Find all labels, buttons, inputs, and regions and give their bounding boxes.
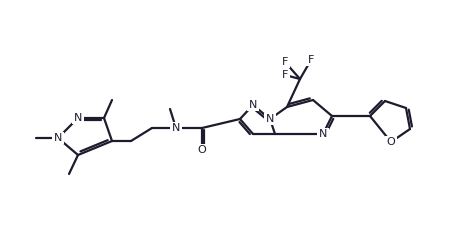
- Text: N: N: [266, 114, 274, 124]
- Text: N: N: [249, 100, 257, 110]
- Text: O: O: [198, 145, 207, 155]
- Text: F: F: [308, 55, 314, 65]
- Text: N: N: [172, 123, 180, 133]
- Text: F: F: [282, 70, 288, 80]
- Text: F: F: [282, 57, 288, 67]
- Text: N: N: [54, 133, 62, 143]
- Text: N: N: [74, 113, 82, 123]
- Text: O: O: [387, 137, 396, 147]
- Text: N: N: [319, 129, 327, 139]
